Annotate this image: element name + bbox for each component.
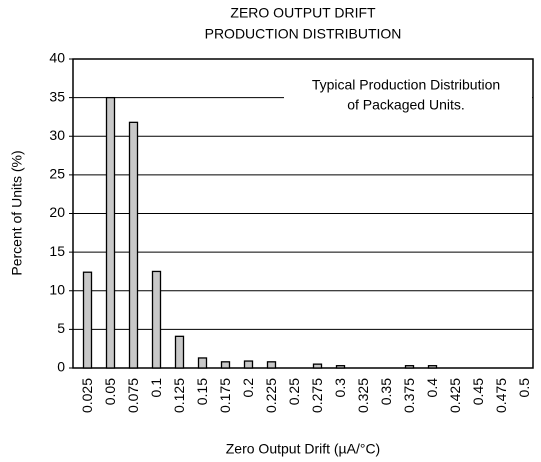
x-tick-label: 0.225	[263, 378, 279, 413]
bar	[404, 365, 415, 369]
x-tick-label: 0.075	[125, 378, 141, 413]
x-tick-label: 0.3	[332, 378, 348, 398]
annotation: Typical Production Distribution	[312, 77, 500, 93]
bar	[312, 363, 323, 369]
x-tick-label: 0.5	[516, 378, 532, 398]
y-tick-label: 20	[49, 204, 65, 220]
x-tick-label: 0.275	[309, 378, 325, 413]
y-tick-label: 30	[49, 127, 65, 143]
x-tick-label: 0.125	[171, 378, 187, 413]
x-tick-label: 0.15	[194, 378, 210, 405]
x-tick-label: 0.4	[424, 378, 440, 398]
plot-frame	[72, 58, 534, 369]
y-axis-label: Percent of Units (%)	[9, 150, 25, 275]
chart-title: ZERO OUTPUT DRIFT	[230, 5, 376, 21]
bar	[105, 96, 116, 369]
bar	[82, 271, 93, 369]
bar	[335, 365, 346, 369]
y-tick-label: 15	[49, 243, 65, 259]
annotation: of Packaged Units.	[347, 97, 465, 113]
x-tick-label: 0.025	[79, 378, 95, 413]
x-tick-label: 0.25	[286, 378, 302, 405]
x-axis-label: Zero Output Drift (µA/°C)	[226, 441, 380, 457]
x-tick-label: 0.35	[378, 378, 394, 405]
bar	[151, 270, 162, 369]
y-tick-label: 10	[49, 281, 65, 297]
bar	[427, 365, 438, 369]
y-tick-label: 5	[57, 320, 65, 336]
y-tick-label: 40	[49, 50, 65, 66]
x-tick-label: 0.2	[240, 378, 256, 398]
x-tick-label: 0.325	[355, 378, 371, 413]
x-tick-label: 0.425	[447, 378, 463, 413]
annotation-box	[284, 72, 532, 118]
x-tick-label: 0.05	[102, 378, 118, 405]
x-tick-label: 0.375	[401, 378, 417, 413]
chart-title: PRODUCTION DISTRIBUTION	[205, 26, 402, 42]
bar	[266, 361, 277, 369]
bar	[128, 121, 139, 369]
bar	[197, 357, 208, 369]
x-tick-label: 0.175	[217, 378, 233, 413]
x-tick-label: 0.45	[470, 378, 486, 405]
bar	[243, 360, 254, 369]
x-tick-label: 0.1	[148, 378, 164, 398]
y-tick-label: 0	[57, 359, 65, 375]
bar	[174, 335, 185, 369]
y-tick-label: 25	[49, 166, 65, 182]
x-tick-label: 0.475	[493, 378, 509, 413]
bar	[220, 361, 231, 369]
y-tick-label: 35	[49, 88, 65, 104]
